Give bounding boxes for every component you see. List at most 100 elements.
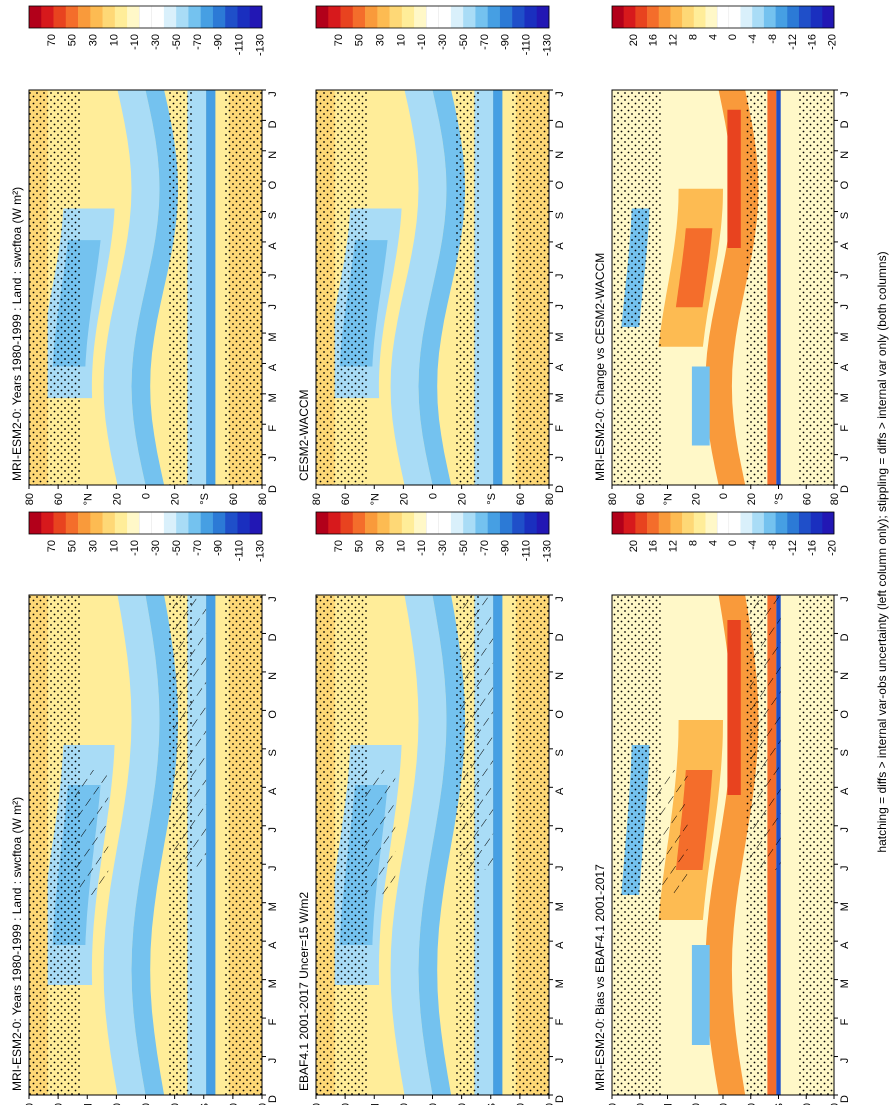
field-region: [776, 90, 781, 485]
month-tick-label: D: [839, 120, 851, 128]
lat-tick-label: °N: [82, 1103, 94, 1105]
colorbar-swatch: [487, 6, 501, 28]
colorbar-swatch: [728, 511, 742, 535]
colorbar-swatch: [365, 6, 378, 28]
stippling: [29, 90, 81, 485]
colorbar-label: -30: [437, 540, 449, 556]
colorbar-label: -50: [458, 34, 470, 50]
colorbar-label: -50: [171, 540, 183, 556]
colorbar-swatch: [188, 6, 201, 28]
month-tick-label: F: [839, 1018, 851, 1025]
colorbar-frame: [611, 511, 835, 535]
colorbar-swatch: [90, 6, 103, 28]
lat-tick-label: 60: [801, 493, 813, 505]
colorbar-swatch: [65, 512, 79, 534]
colorbar-label: -30: [150, 34, 162, 50]
month-tick-label: A: [267, 941, 279, 949]
panel-title: MRI-ESM2-0: Years 1980-1999 : Land : swc…: [10, 797, 24, 1091]
hatching: [656, 770, 688, 895]
month-tick-label: D: [554, 485, 566, 493]
lat-tick-label: 60: [515, 493, 527, 505]
lat-tick-label: 60: [228, 1103, 240, 1105]
colorbar-label: -110: [233, 540, 245, 561]
month-tick-label: S: [554, 212, 566, 219]
month-tick-label: J: [267, 596, 279, 602]
lat-tick-label: 0: [718, 1103, 730, 1105]
month-tick-label: A: [267, 242, 279, 250]
month-tick-label: A: [839, 941, 851, 949]
month-tick-label: D: [839, 633, 851, 641]
colorbar-swatch: [225, 6, 238, 28]
field-region: [705, 90, 759, 485]
colorbar-swatch: [328, 6, 341, 28]
lat-tick-label: 80: [257, 1103, 269, 1105]
colorbar-frame: [611, 5, 835, 29]
month-tick-label: A: [554, 787, 566, 795]
month-tick-label: A: [554, 363, 566, 371]
month-tick-label: S: [267, 212, 279, 219]
colorbar-swatch: [139, 511, 153, 535]
colorbar-swatch: [763, 512, 776, 534]
lat-tick-label: 60: [635, 1103, 647, 1105]
colorbar-swatch: [316, 512, 329, 534]
colorbar-swatch: [716, 511, 730, 535]
colorbar-swatch: [102, 6, 116, 28]
month-tick-label: J: [554, 865, 566, 871]
panels-layer: DJFMAMJJASONDJ8060°N20020°S6080MRI-ESM2-…: [10, 5, 851, 1105]
stippling: [316, 90, 368, 485]
colorbar-label: -20: [826, 34, 838, 50]
colorbar-swatch: [237, 6, 251, 28]
month-tick-label: J: [554, 91, 566, 97]
month-tick-label: J: [267, 304, 279, 310]
month-tick-label: J: [839, 1058, 851, 1064]
colorbar-swatch: [512, 6, 525, 28]
colorbar-swatch: [438, 511, 452, 535]
field-region: [418, 595, 466, 1095]
month-tick-label: J: [839, 865, 851, 871]
colorbar-swatch: [200, 512, 214, 534]
colorbar-label: 8: [687, 34, 699, 40]
lat-tick-label: 80: [829, 493, 841, 505]
colorbar-swatch: [352, 512, 366, 534]
colorbar-swatch: [401, 512, 415, 534]
month-tick-label: M: [267, 393, 279, 402]
colorbar-label: 20: [628, 34, 640, 46]
colorbar-swatch: [740, 6, 753, 28]
colorbar-swatch: [188, 512, 201, 534]
colorbar-swatch: [41, 512, 54, 534]
lat-tick-label: 20: [690, 493, 702, 505]
colorbar-label: 10: [108, 540, 120, 552]
field-region: [206, 90, 216, 485]
month-tick-label: J: [839, 91, 851, 97]
colorbar-label: -10: [416, 540, 428, 556]
colorbar-swatch: [401, 6, 415, 28]
field-region: [103, 90, 160, 485]
field-region: [206, 595, 216, 1095]
month-tick-label: D: [267, 120, 279, 128]
colorbar-swatch: [775, 512, 788, 534]
month-tick-label: N: [554, 151, 566, 159]
stippling: [511, 595, 549, 1095]
month-tick-label: D: [267, 485, 279, 493]
lat-tick-label: 20: [111, 493, 123, 505]
colorbar-swatch: [475, 512, 488, 534]
month-tick-label: S: [554, 749, 566, 756]
colorbar-swatch: [328, 512, 341, 534]
colorbar-swatch: [176, 6, 189, 28]
colorbar-swatch: [316, 6, 329, 28]
colorbar-label: -110: [233, 34, 245, 55]
lat-tick-label: 20: [457, 1103, 469, 1105]
stippling: [745, 90, 768, 485]
month-tick-label: J: [839, 456, 851, 462]
month-tick-label: M: [554, 393, 566, 402]
month-tick-label: M: [554, 902, 566, 911]
colorbar-swatch: [536, 6, 550, 28]
colorbar-swatch: [463, 512, 476, 534]
stippling: [798, 90, 834, 485]
month-tick-label: A: [554, 941, 566, 949]
colorbar-frame: [28, 5, 263, 29]
panel-title: MRI-ESM2-0: Change vs CESM2-WACCM: [593, 253, 607, 481]
lat-tick-label: °S: [486, 493, 498, 505]
stippling: [511, 90, 549, 485]
month-tick-label: N: [267, 672, 279, 680]
